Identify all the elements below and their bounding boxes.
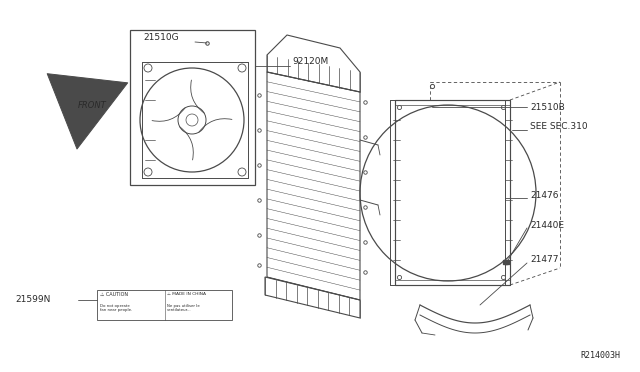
Text: SEE SEC.310: SEE SEC.310 <box>530 122 588 131</box>
Text: 21510G: 21510G <box>143 33 179 42</box>
Text: 21476: 21476 <box>530 190 559 199</box>
Bar <box>97 290 232 320</box>
Text: ⚠ MADE IN CHINA: ⚠ MADE IN CHINA <box>167 292 206 296</box>
Text: ⚠ CAUTION: ⚠ CAUTION <box>100 292 129 297</box>
Text: 21440E: 21440E <box>530 221 564 230</box>
Bar <box>130 30 255 185</box>
Text: Do not operate
fan near people.: Do not operate fan near people. <box>100 304 132 312</box>
Text: 92120M: 92120M <box>292 58 328 67</box>
Text: FRONT: FRONT <box>78 100 107 109</box>
Text: 21510B: 21510B <box>530 103 564 112</box>
Text: 21477: 21477 <box>530 256 559 264</box>
Text: R214003H: R214003H <box>580 351 620 360</box>
Text: Ne pas utiliser le
ventilateur...: Ne pas utiliser le ventilateur... <box>167 304 200 312</box>
Text: 21599N: 21599N <box>15 295 51 305</box>
